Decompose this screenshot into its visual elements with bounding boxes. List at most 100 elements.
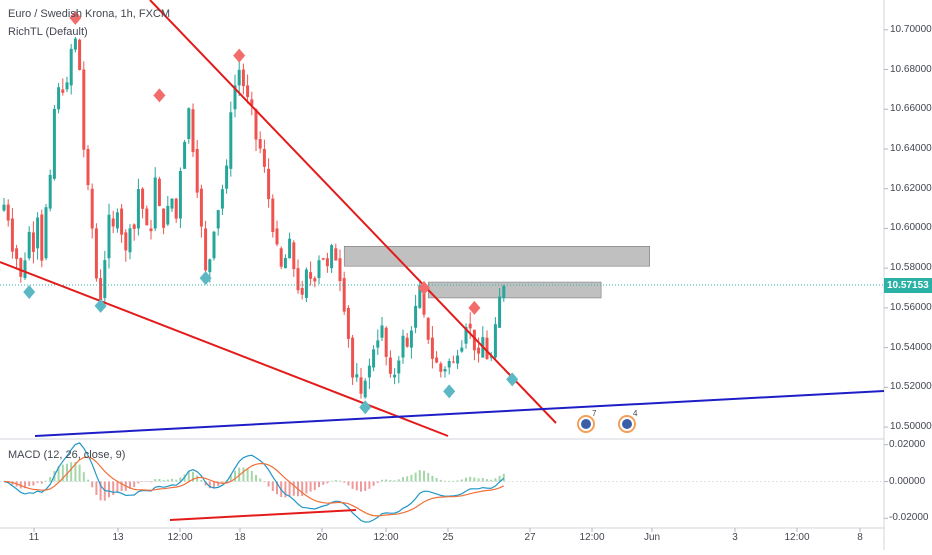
macd-histogram-bar (32, 481, 35, 486)
macd-histogram-bar (334, 480, 337, 482)
event-count: 7 (592, 409, 597, 418)
price-tick-label: 10.60000 (890, 222, 932, 234)
macd-histogram-bar (431, 475, 434, 482)
macd-histogram-bar (217, 481, 220, 487)
candle-body (31, 232, 35, 252)
macd-histogram-bar (150, 481, 152, 483)
candle-body (464, 327, 468, 344)
macd-histogram-bar (36, 481, 39, 483)
candle-body (153, 177, 157, 229)
candle-body (178, 170, 182, 219)
candle-body (456, 355, 460, 364)
candle-body (279, 248, 283, 267)
candle-body (82, 69, 86, 150)
macd-histogram-bar (187, 470, 190, 482)
candle-body (292, 242, 296, 270)
candle-body (435, 357, 439, 363)
macd-histogram-bar (284, 481, 287, 498)
candle-body (73, 38, 77, 50)
candle-body (468, 323, 472, 329)
candle-body (94, 228, 98, 279)
macd-histogram-bar (175, 479, 178, 482)
macd-histogram-bar (439, 479, 442, 482)
candle-body (111, 218, 115, 227)
macd-histogram-bar (120, 481, 123, 492)
candle-body (115, 212, 119, 229)
candle-body (397, 360, 401, 374)
macd-histogram-bar (435, 477, 438, 482)
candle-body (69, 48, 73, 86)
candle-body (422, 288, 426, 315)
macd-histogram-bar (61, 464, 64, 482)
macd-histogram-bar (288, 481, 291, 496)
macd-histogram-bar (70, 462, 73, 482)
macd-histogram-bar (292, 481, 295, 496)
macd-histogram-bar (322, 481, 325, 485)
macd-histogram-bar (200, 479, 203, 482)
macd-histogram-bar (82, 472, 85, 482)
candle-body (330, 245, 334, 269)
price-tick-label: 10.66000 (890, 103, 932, 115)
event-count: 4 (633, 409, 638, 418)
candle-body (485, 337, 489, 360)
pivot-low-marker (94, 298, 107, 313)
candle-body (237, 69, 241, 86)
macd-histogram-bar (305, 481, 308, 494)
candle-body (183, 141, 187, 169)
candle-body (409, 330, 413, 348)
macd-histogram-bar (263, 481, 266, 483)
candle-body (107, 214, 111, 259)
macd-tick-label: 0.00000 (889, 475, 926, 487)
candle-body (149, 228, 153, 232)
macd-histogram-bar (166, 479, 169, 482)
macd-histogram-bar (24, 481, 26, 489)
macd-histogram-bar (250, 470, 253, 482)
candle-body (258, 139, 262, 149)
time-tick-label: 3 (732, 532, 738, 543)
candle-body (48, 174, 52, 209)
macd-histogram-bar (129, 481, 131, 489)
macd-histogram-bar (234, 470, 236, 482)
candle-body (325, 258, 329, 267)
candle-body (304, 269, 308, 298)
candle-body (309, 272, 313, 279)
macd-histogram-bar (381, 479, 383, 482)
macd-histogram-bar (347, 481, 350, 486)
macd-histogram-bar (99, 481, 102, 501)
candle-body (128, 228, 132, 253)
candle-body (229, 112, 233, 169)
candle-body (342, 278, 346, 312)
candle-body (321, 258, 325, 260)
candle-body (498, 296, 502, 328)
macd-histogram-bar (116, 481, 119, 493)
price-tick-label: 10.68000 (890, 63, 932, 75)
macd-histogram-bar (271, 481, 274, 492)
candle-body (355, 374, 359, 378)
macd-histogram-bar (494, 478, 497, 482)
candle-body (477, 347, 481, 354)
candle-body (6, 204, 10, 221)
macd-histogram-bar (469, 476, 472, 482)
lower-trendline (0, 261, 449, 437)
candle-body (99, 278, 103, 301)
indicator-label: RichTL (Default) (8, 26, 88, 38)
macd-histogram-bar (330, 480, 333, 482)
candle-body (346, 307, 350, 339)
macd-histogram-bar (133, 481, 136, 488)
macd-histogram-bar (448, 480, 451, 482)
macd-histogram-bar (339, 480, 341, 482)
candle-body (393, 374, 397, 378)
macd-histogram-bar (196, 475, 199, 482)
upper-trendline (149, 0, 557, 424)
candle-body (254, 109, 258, 140)
macd-histogram-bar (414, 472, 417, 482)
candle-body (103, 260, 107, 298)
candle-body (86, 148, 90, 186)
price-tick-label: 10.64000 (890, 142, 932, 154)
candle-body (10, 218, 14, 252)
macd-histogram-bar (313, 481, 316, 491)
price-tick-label: 10.54000 (890, 341, 932, 353)
pivot-low-marker (443, 384, 456, 399)
